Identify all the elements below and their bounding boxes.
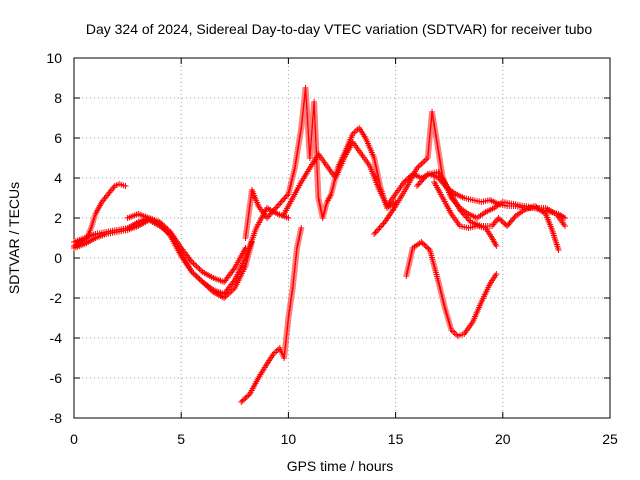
data-point [425, 245, 432, 252]
series-track-5 [238, 225, 305, 405]
y-tick-label: 2 [54, 210, 62, 226]
data-point [193, 273, 200, 280]
data-point [282, 194, 289, 200]
data-point [191, 261, 198, 268]
plot-frame [73, 57, 611, 419]
data-point [493, 243, 500, 249]
data-point [421, 241, 428, 248]
y-axis-label: SDTVAR / TECUs [6, 182, 22, 294]
x-tick-label: 20 [495, 431, 511, 447]
data-point [285, 215, 292, 221]
data-point [280, 197, 287, 203]
chart-title: Day 324 of 2024, Sidereal Day-to-day VTE… [86, 21, 593, 37]
data-point [190, 260, 197, 267]
data-point [418, 160, 425, 167]
series-track-8 [371, 109, 568, 237]
y-tick-label: -8 [50, 410, 63, 426]
y-tick-label: -2 [50, 290, 63, 306]
data-point [196, 276, 203, 283]
data-point [421, 157, 428, 164]
y-tick-label: 4 [54, 170, 62, 186]
data-point [245, 392, 252, 399]
y-tick-label: -4 [50, 330, 63, 346]
data-point [266, 212, 273, 218]
data-point [371, 231, 378, 237]
series-track-10 [414, 169, 562, 253]
data-point [190, 270, 197, 277]
data-point [418, 239, 425, 245]
data-point [417, 162, 424, 169]
data-point [511, 214, 518, 221]
data-point [424, 244, 431, 251]
data-point [372, 229, 379, 236]
data-point [496, 216, 503, 223]
data-point [498, 217, 505, 224]
data-point [561, 215, 568, 221]
data-point [196, 266, 203, 273]
data-point [195, 274, 202, 281]
data-point [561, 223, 568, 229]
data-point [401, 179, 408, 185]
data-point [376, 225, 383, 231]
series-track-6 [242, 85, 399, 241]
data-point [495, 215, 502, 221]
x-tick-label: 25 [602, 431, 618, 447]
data-point [298, 225, 305, 231]
y-tick-label: -6 [50, 370, 63, 386]
data-series [71, 85, 568, 405]
data-point [274, 203, 281, 209]
x-tick-label: 10 [281, 431, 297, 447]
data-point [281, 195, 288, 202]
data-point [493, 271, 500, 277]
y-tick-label: 8 [54, 90, 62, 106]
data-point [276, 201, 283, 208]
axis-tick-labels: 0 5 10 15 20 25 -8 -6 -4 -2 0 2 4 6 8 10 [46, 50, 618, 447]
data-point [379, 222, 386, 228]
axis-ticks [73, 57, 611, 419]
data-point [193, 263, 200, 270]
x-tick-label: 0 [70, 431, 78, 447]
y-tick-label: 0 [54, 250, 62, 266]
data-point [499, 219, 506, 225]
data-point [373, 228, 380, 234]
data-point [241, 396, 248, 403]
data-point [277, 200, 284, 206]
x-tick-label: 5 [177, 431, 185, 447]
data-point [555, 247, 562, 253]
data-point [122, 183, 129, 189]
x-axis-label: GPS time / hours [287, 458, 394, 474]
data-point [419, 240, 426, 247]
y-tick-label: 10 [46, 50, 62, 66]
x-tick-label: 15 [388, 431, 404, 447]
data-point [243, 393, 250, 400]
data-point [238, 399, 245, 405]
data-point [242, 395, 249, 401]
y-tick-label: 6 [54, 130, 62, 146]
grid-lines [74, 58, 610, 418]
series-track-11 [431, 179, 500, 249]
data-point [501, 220, 508, 227]
data-point [414, 183, 421, 189]
data-point [377, 223, 384, 230]
data-point [239, 397, 246, 404]
data-point [422, 243, 429, 249]
series-track-9 [403, 239, 500, 339]
data-point [375, 226, 382, 233]
data-point [420, 159, 427, 166]
data-point [415, 181, 422, 188]
data-point [195, 264, 202, 271]
series-track-4 [124, 205, 292, 297]
data-point [191, 271, 198, 278]
data-point [278, 198, 285, 205]
